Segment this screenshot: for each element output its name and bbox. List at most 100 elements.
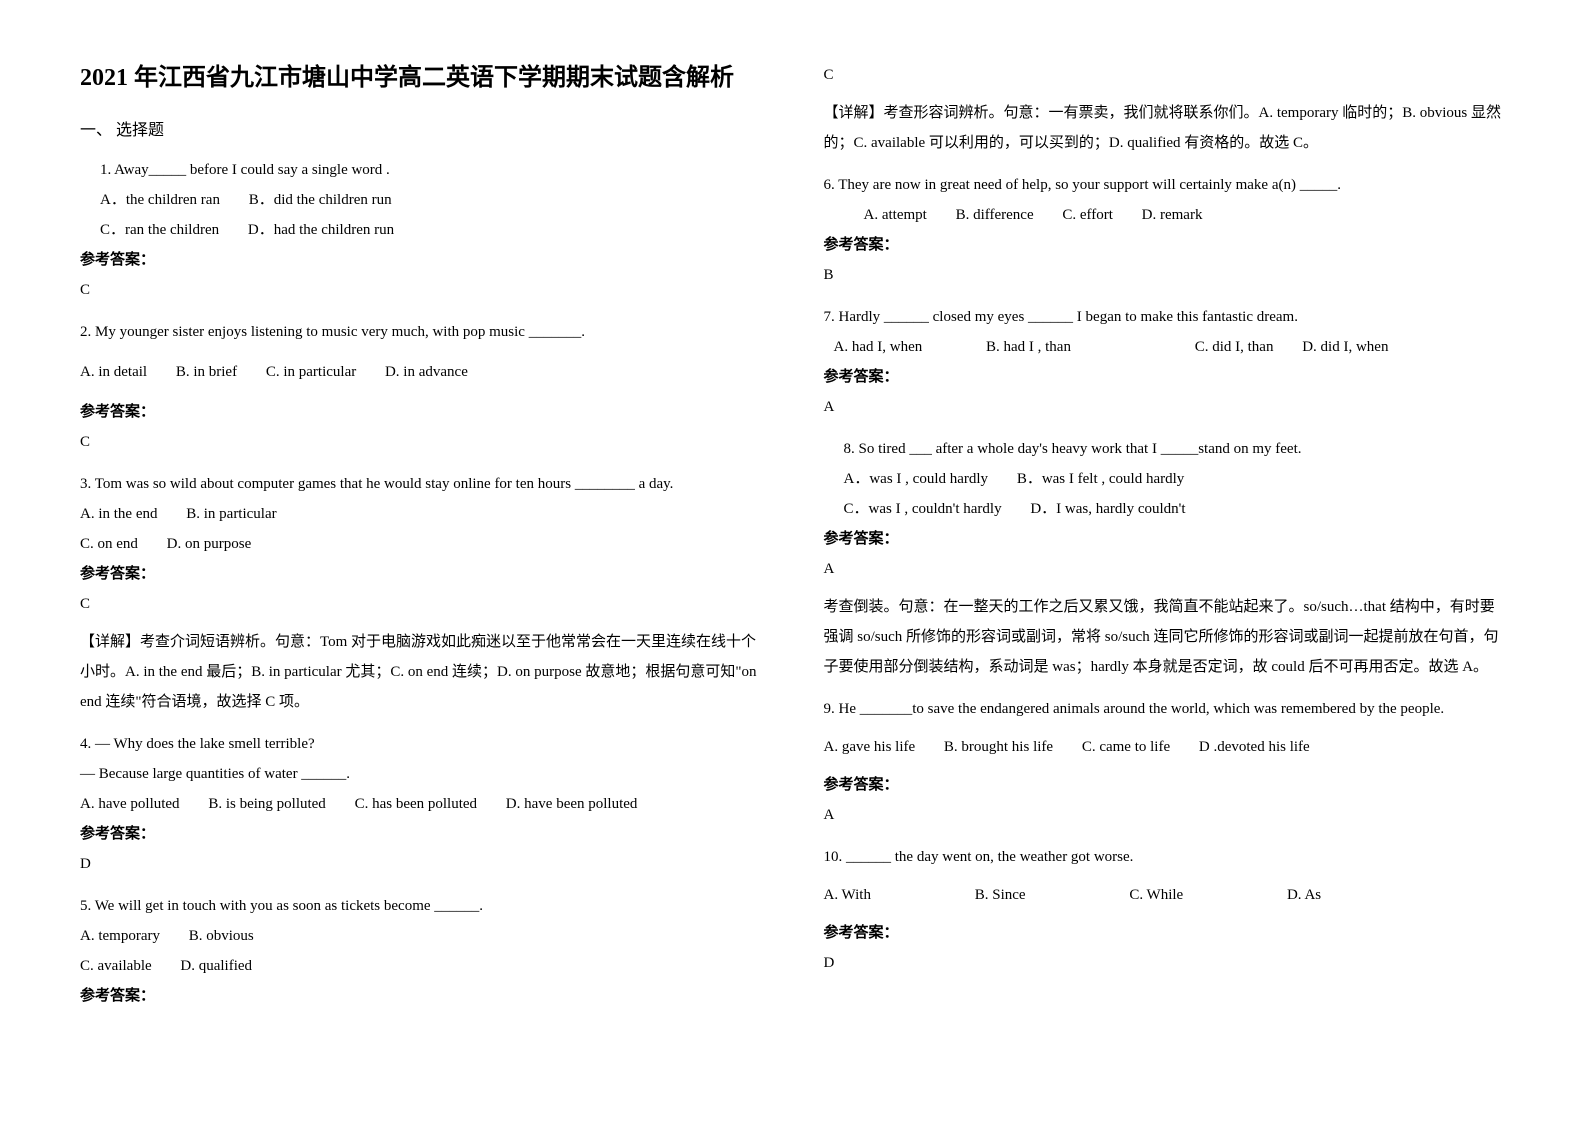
question-1: 1. Away_____ before I could say a single…	[80, 155, 764, 305]
option-c: C. did I, than	[1195, 332, 1274, 362]
answer-value: C	[80, 589, 764, 619]
answer-value: B	[824, 260, 1508, 290]
question-text-line2: — Because large quantities of water ____…	[80, 759, 764, 789]
options-row: C. on end D. on purpose	[80, 529, 764, 559]
option-a: A. have polluted	[80, 789, 180, 819]
answer-label: 参考答案：	[80, 559, 764, 589]
options-row: A. attempt B. difference C. effort D. re…	[824, 200, 1508, 230]
answer-value: A	[824, 554, 1508, 584]
option-d: D. did I, when	[1302, 332, 1388, 362]
section-title: 一、 选择题	[80, 116, 764, 140]
option-c: C．ran the children	[100, 215, 219, 245]
option-a: A. gave his life	[824, 732, 916, 762]
options-row: C. available D. qualified	[80, 951, 764, 981]
left-column: 2021 年江西省九江市塘山中学高二英语下学期期末试题含解析 一、 选择题 1.…	[80, 60, 764, 1023]
option-b: B．was I felt , could hardly	[1017, 464, 1184, 494]
question-text: 10. ______ the day went on, the weather …	[824, 842, 1508, 872]
option-a: A. temporary	[80, 921, 160, 951]
answer-label: 参考答案：	[824, 770, 1508, 800]
option-b: B. is being polluted	[208, 789, 326, 819]
option-d: D. on purpose	[167, 529, 252, 559]
answer-label: 参考答案：	[80, 245, 764, 275]
options-row: A. in detail B. in brief C. in particula…	[80, 357, 764, 387]
option-c: C. effort	[1062, 200, 1113, 230]
question-7: 7. Hardly ______ closed my eyes ______ I…	[824, 302, 1508, 422]
options-row: A. With B. Since C. While D. As	[824, 880, 1508, 910]
question-9: 9. He _______to save the endangered anim…	[824, 694, 1508, 830]
question-text: 7. Hardly ______ closed my eyes ______ I…	[824, 302, 1508, 332]
options-row: A. had I, when B. had I , than C. did I,…	[824, 332, 1508, 362]
question-5: 5. We will get in touch with you as soon…	[80, 891, 764, 1011]
explanation: 【详解】考查介词短语辨析。句意：Tom 对于电脑游戏如此痴迷以至于他常常会在一天…	[80, 627, 764, 717]
option-d: D. have been polluted	[506, 789, 638, 819]
question-text: 1. Away_____ before I could say a single…	[80, 155, 764, 185]
question-2: 2. My younger sister enjoys listening to…	[80, 317, 764, 457]
option-a: A. attempt	[864, 200, 927, 230]
option-c: C. available	[80, 951, 152, 981]
answer-label: 参考答案：	[824, 362, 1508, 392]
option-c: C. on end	[80, 529, 138, 559]
option-d: D. qualified	[180, 951, 252, 981]
answer-value: C	[80, 427, 764, 457]
options-row: A．the children ran B．did the children ru…	[80, 185, 764, 215]
answer-label: 参考答案：	[80, 981, 764, 1011]
answer-value: A	[824, 800, 1508, 830]
option-d: D．had the children run	[248, 215, 394, 245]
options-row: A. in the end B. in particular	[80, 499, 764, 529]
question-text: 8. So tired ___ after a whole day's heav…	[824, 434, 1508, 464]
option-d: D. in advance	[385, 357, 468, 387]
options-row: A. have polluted B. is being polluted C.…	[80, 789, 764, 819]
option-a: A. in detail	[80, 357, 147, 387]
explanation: 考查倒装。句意：在一整天的工作之后又累又饿，我简直不能站起来了。so/such……	[824, 592, 1508, 682]
option-d: D. remark	[1142, 200, 1203, 230]
options-row: A. gave his life B. brought his life C. …	[824, 732, 1508, 762]
option-b: B. obvious	[189, 921, 254, 951]
answer-label: 参考答案：	[80, 819, 764, 849]
options-row: C．was I , couldn't hardly D．I was, hardl…	[824, 494, 1508, 524]
options-row: A．was I , could hardly B．was I felt , co…	[824, 464, 1508, 494]
page-container: 2021 年江西省九江市塘山中学高二英语下学期期末试题含解析 一、 选择题 1.…	[80, 60, 1507, 1023]
question-text: 5. We will get in touch with you as soon…	[80, 891, 764, 921]
option-a: A. had I, when	[834, 332, 923, 362]
option-c: C. came to life	[1082, 732, 1170, 762]
question-10: 10. ______ the day went on, the weather …	[824, 842, 1508, 978]
option-d: D．I was, hardly couldn't	[1030, 494, 1185, 524]
answer-value: A	[824, 392, 1508, 422]
options-row: C．ran the children D．had the children ru…	[80, 215, 764, 245]
answer-value: C	[80, 275, 764, 305]
question-text: 9. He _______to save the endangered anim…	[824, 694, 1508, 724]
question-5-continued: C 【详解】考查形容词辨析。句意：一有票卖，我们就将联系你们。A. tempor…	[824, 60, 1508, 158]
question-text: 6. They are now in great need of help, s…	[824, 170, 1508, 200]
option-d: D. As	[1287, 880, 1321, 910]
option-c: C. While	[1129, 880, 1183, 910]
question-4: 4. — Why does the lake smell terrible? —…	[80, 729, 764, 879]
option-b: B. in brief	[176, 357, 237, 387]
option-b: B. difference	[956, 200, 1034, 230]
option-a: A．the children ran	[100, 185, 220, 215]
question-6: 6. They are now in great need of help, s…	[824, 170, 1508, 290]
answer-label: 参考答案：	[80, 397, 764, 427]
options-row: A. temporary B. obvious	[80, 921, 764, 951]
answer-value: C	[824, 60, 1508, 90]
answer-label: 参考答案：	[824, 230, 1508, 260]
option-d: D .devoted his life	[1199, 732, 1310, 762]
option-a: A. With	[824, 880, 871, 910]
answer-label: 参考答案：	[824, 918, 1508, 948]
option-b: B. brought his life	[944, 732, 1053, 762]
option-c: C. in particular	[266, 357, 356, 387]
document-title: 2021 年江西省九江市塘山中学高二英语下学期期末试题含解析	[80, 60, 764, 96]
explanation: 【详解】考查形容词辨析。句意：一有票卖，我们就将联系你们。A. temporar…	[824, 98, 1508, 158]
option-b: B. Since	[975, 880, 1026, 910]
answer-value: D	[80, 849, 764, 879]
option-c: C．was I , couldn't hardly	[844, 494, 1002, 524]
option-b: B. had I , than	[986, 332, 1071, 362]
option-a: A．was I , could hardly	[844, 464, 989, 494]
option-a: A. in the end	[80, 499, 157, 529]
option-b: B. in particular	[186, 499, 276, 529]
question-text: 3. Tom was so wild about computer games …	[80, 469, 764, 499]
question-3: 3. Tom was so wild about computer games …	[80, 469, 764, 717]
question-text: 2. My younger sister enjoys listening to…	[80, 317, 764, 347]
right-column: C 【详解】考查形容词辨析。句意：一有票卖，我们就将联系你们。A. tempor…	[824, 60, 1508, 1023]
option-b: B．did the children run	[249, 185, 392, 215]
option-c: C. has been polluted	[355, 789, 477, 819]
